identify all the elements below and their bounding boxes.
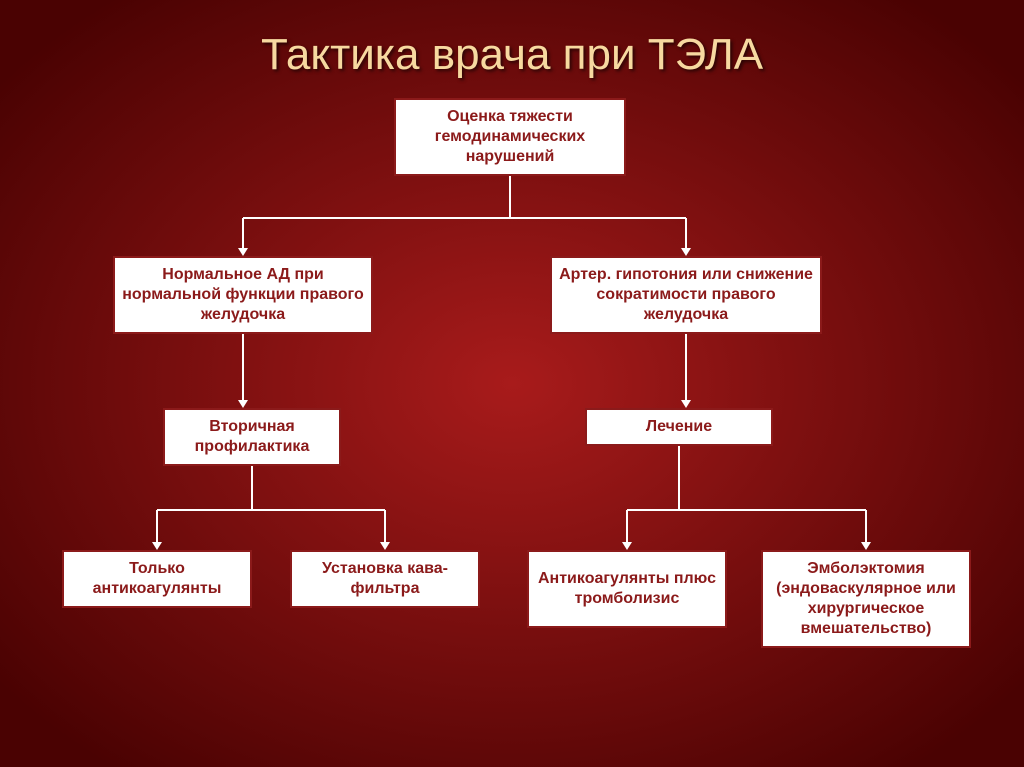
node-root: Оценка тяжести гемодинамических нарушени… xyxy=(394,98,626,176)
node-right1: Артер. гипотония или снижение сократимос… xyxy=(550,256,822,334)
node-left1: Нормальное АД при нормальной функции пра… xyxy=(113,256,373,334)
node-lr: Установка кава-фильтра xyxy=(290,550,480,608)
node-ll: Только антикоагулянты xyxy=(62,550,252,608)
slide-title: Тактика врача при ТЭЛА xyxy=(0,30,1024,80)
node-rr: Эмболэктомия (эндоваскулярное или хирург… xyxy=(761,550,971,648)
node-right2: Лечение xyxy=(585,408,773,446)
node-rl: Антикоагулянты плюс тромболизис xyxy=(527,550,727,628)
node-left2: Вторичная профилактика xyxy=(163,408,341,466)
slide: Тактика врача при ТЭЛА Оценка тяжести ге… xyxy=(0,0,1024,767)
